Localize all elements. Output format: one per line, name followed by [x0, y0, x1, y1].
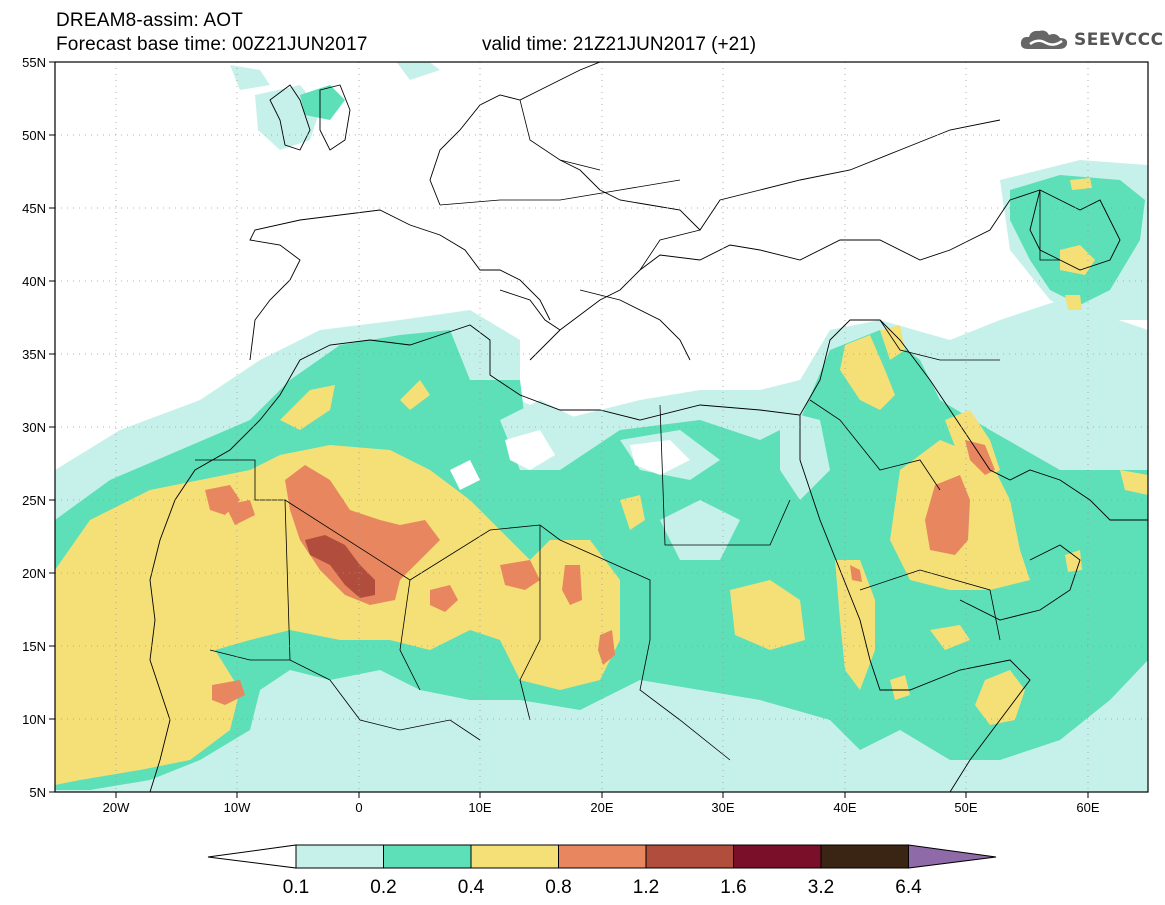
lon-label: 10E	[468, 800, 491, 815]
lon-label: 20W	[103, 800, 130, 815]
colorbar	[207, 844, 997, 869]
cloud-icon	[1020, 30, 1068, 49]
coastlines	[149, 62, 1148, 792]
lat-label: 25N	[22, 493, 46, 508]
colorbar-label: 1.2	[633, 877, 659, 898]
seevccc-logo: SEEVCCC	[1018, 26, 1164, 54]
aot-level-0-8	[205, 440, 995, 705]
lon-label: 40E	[833, 800, 856, 815]
lon-label: 60E	[1076, 800, 1099, 815]
colorbar-label: 6.4	[895, 877, 922, 898]
lat-label: 5N	[29, 785, 46, 800]
colorbar-segment	[733, 844, 822, 869]
latitude-labels: 55N 50N 45N 40N 35N 30N 25N 20N 15N 10N …	[22, 55, 46, 800]
valid-time: valid time: 21Z21JUN2017 (+21)	[482, 34, 757, 55]
lat-label: 35N	[22, 347, 46, 362]
gridlines	[55, 62, 1148, 792]
longitude-labels: 20W 10W 0 10E 20E 30E 40E 50E 60E	[103, 800, 1100, 815]
aot-level-1-2	[305, 535, 375, 598]
chart-title: DREAM8-assim: AOT	[56, 10, 244, 31]
lat-label: 15N	[22, 639, 46, 654]
colorbar-segment	[470, 844, 559, 869]
colorbar-label: 3.2	[808, 877, 834, 898]
colorbar-label: 0.8	[545, 877, 571, 898]
colorbar-labels: 0.1 0.2 0.4 0.8 1.2 1.6 3.2 6.4	[283, 877, 922, 898]
colorbar-segment	[383, 844, 472, 869]
lat-label: 50N	[22, 128, 46, 143]
colorbar-arrow-low	[207, 844, 297, 869]
logo-text: SEEVCCC	[1074, 30, 1164, 50]
lat-label: 30N	[22, 420, 46, 435]
lat-label: 55N	[22, 55, 46, 70]
colorbar-label: 1.6	[720, 877, 746, 898]
lon-label: 10W	[224, 800, 251, 815]
colorbar-segment	[645, 844, 734, 869]
colorbar-arrow-high	[908, 844, 997, 869]
aot-field	[55, 62, 1148, 792]
lon-label: 50E	[954, 800, 977, 815]
lat-label: 45N	[22, 201, 46, 216]
lon-label: 20E	[590, 800, 613, 815]
lat-label: 10N	[22, 712, 46, 727]
colorbar-segment	[820, 844, 909, 869]
lat-label: 20N	[22, 566, 46, 581]
colorbar-label: 0.4	[458, 877, 485, 898]
axis-ticks	[49, 61, 1089, 798]
aot-white-patches	[450, 430, 690, 490]
lat-label: 40N	[22, 274, 46, 289]
colorbar-segment	[295, 844, 384, 869]
colorbar-label: 0.1	[283, 877, 309, 898]
country-borders	[195, 99, 1060, 761]
lon-label: 30E	[711, 800, 734, 815]
forecast-base-time: Forecast base time: 00Z21JUN2017	[56, 34, 368, 55]
colorbar-segment	[558, 844, 647, 869]
colorbar-label: 0.2	[370, 877, 396, 898]
lon-label: 0	[355, 800, 362, 815]
